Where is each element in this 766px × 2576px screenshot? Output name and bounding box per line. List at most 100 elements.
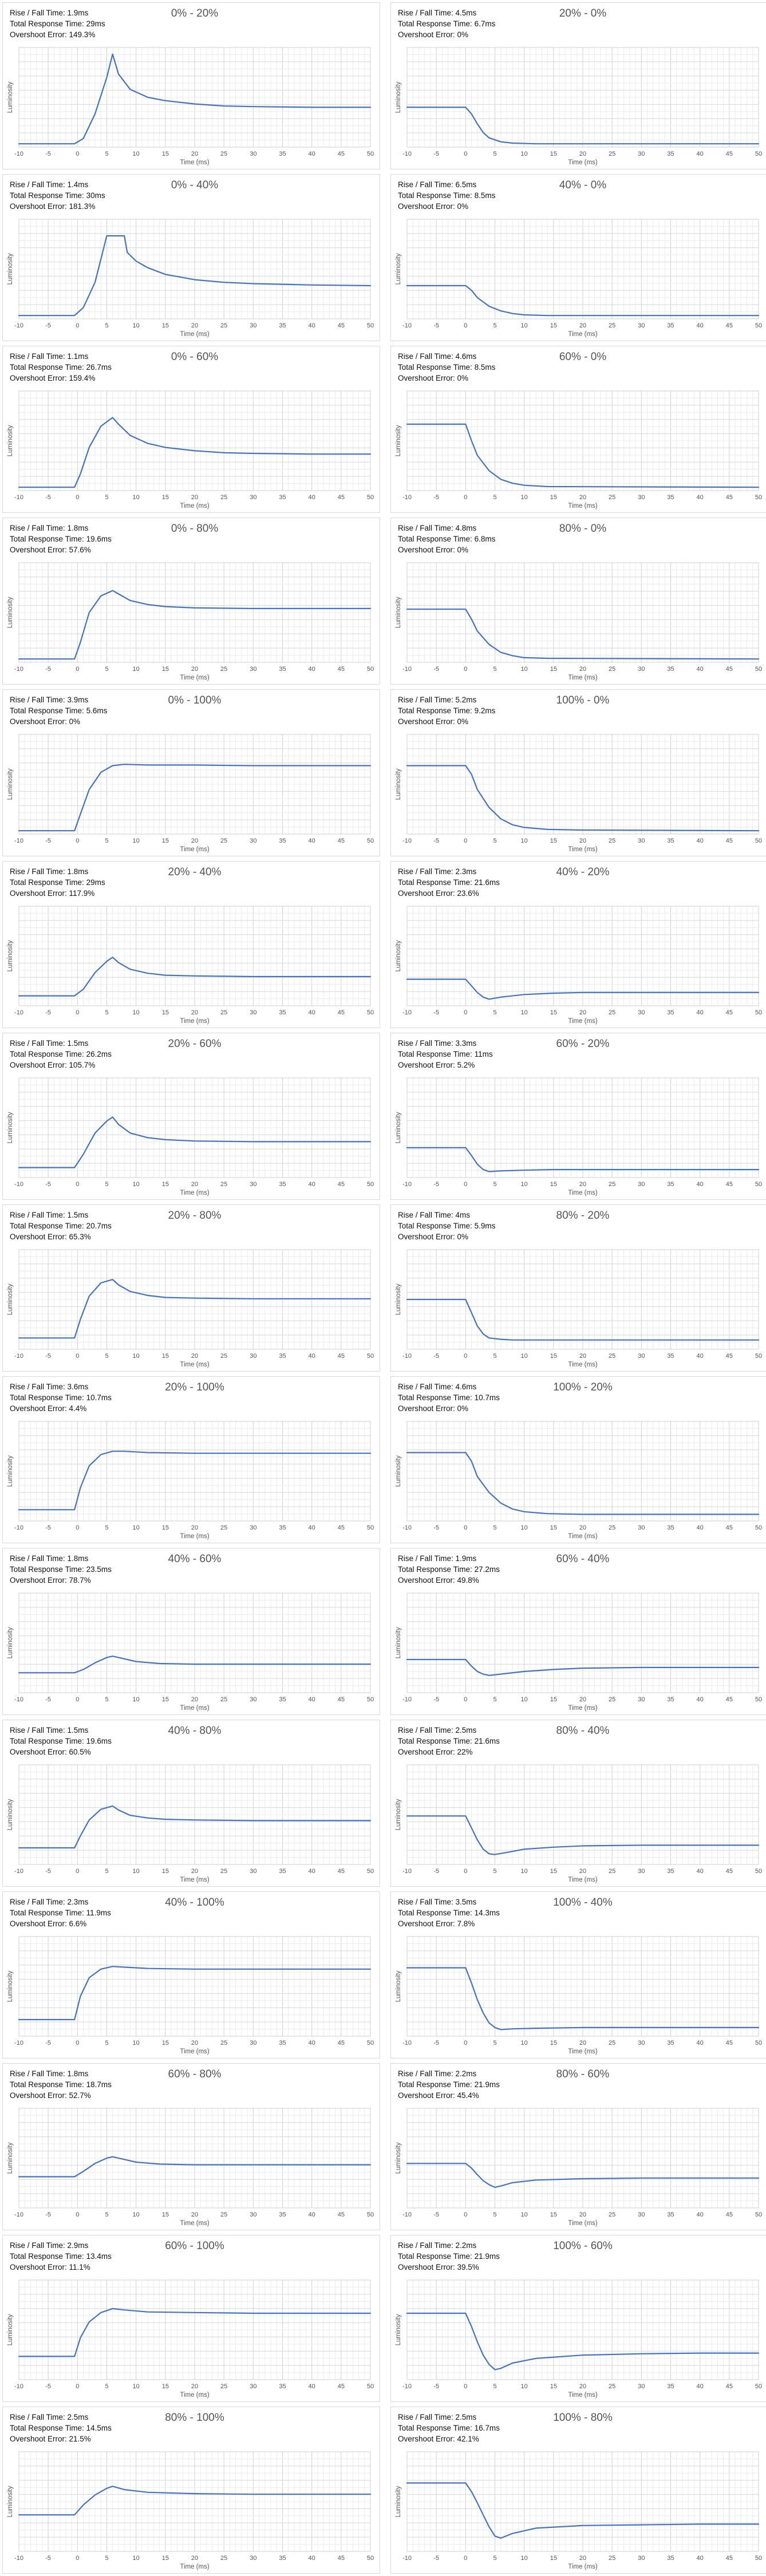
x-tick-label: 5 — [105, 1868, 108, 1875]
chart-title: 40% - 80% — [168, 1725, 222, 1737]
x-tick-label: 40 — [697, 1868, 704, 1875]
total-response-time: Total Response Time: 18.7ms — [10, 2080, 112, 2089]
x-tick-label: 5 — [105, 322, 108, 329]
x-tick-label: 40 — [697, 2383, 704, 2390]
x-tick-label: 45 — [338, 1868, 345, 1875]
line-plot: -10 -5 0 5 10 15 20 25 30 35 40 45 50 Time (ms) Lumino… — [395, 906, 762, 1025]
x-tick-label: 45 — [338, 1181, 345, 1188]
plot-area — [406, 1593, 759, 1693]
x-tick-label: 35 — [667, 1696, 674, 1703]
x-tick-label: 20 — [191, 151, 198, 157]
x-tick-label: 50 — [755, 1524, 762, 1531]
chart-title: 20% - 100% — [165, 1381, 224, 1393]
rise-fall-time: Rise / Fall Time: 4.6ms — [398, 352, 477, 361]
x-tick-label: 20 — [579, 151, 586, 157]
x-tick-label: -5 — [45, 1696, 51, 1703]
chart-panel: Rise / Fall Time: 3.5ms Total Response Ti… — [390, 1891, 766, 2059]
line-plot: -10 -5 0 5 10 15 20 25 30 35 40 45 50 Time (ms) Lumino… — [395, 1764, 762, 1883]
line-plot: -10 -5 0 5 10 15 20 25 30 35 40 45 50 Time (ms) Lumino… — [395, 390, 762, 509]
x-tick-label: -5 — [45, 1353, 51, 1360]
x-tick-label: 15 — [162, 1009, 169, 1016]
line-plot: -10 -5 0 5 10 15 20 25 30 35 40 45 50 Time (ms) Lumino… — [395, 1077, 762, 1196]
line-plot: -10 -5 0 5 10 15 20 25 30 35 40 45 50 Time (ms) Lumino… — [7, 1077, 374, 1196]
x-tick-label: -10 — [14, 2040, 23, 2046]
x-tick-label: 40 — [309, 2040, 315, 2046]
chart-title: 80% - 100% — [165, 2412, 224, 2424]
x-axis-label: Time (ms) — [568, 846, 597, 853]
luminosity-series-line — [406, 2163, 760, 2188]
x-tick-label: 15 — [550, 2211, 557, 2218]
x-tick-label: 25 — [220, 666, 227, 673]
chart-panel: Rise / Fall Time: 1.9ms Total Response Ti… — [2, 2, 380, 169]
total-response-time: Total Response Time: 26.2ms — [10, 1050, 112, 1058]
x-tick-label: 30 — [638, 1353, 645, 1360]
x-tick-label: -5 — [433, 1524, 439, 1531]
x-tick-label: 50 — [755, 837, 762, 844]
x-tick-label: 50 — [367, 494, 374, 501]
x-tick-label: 15 — [162, 2383, 169, 2390]
line-plot: -10 -5 0 5 10 15 20 25 30 35 40 45 50 Time (ms) Lumino… — [7, 906, 374, 1025]
x-tick-label: -5 — [433, 1696, 439, 1703]
x-tick-label: 5 — [105, 1009, 108, 1016]
chart-panel: Rise / Fall Time: 1.9ms Total Response Ti… — [390, 1548, 766, 1715]
x-tick-label: 25 — [220, 1181, 227, 1188]
chart-title: 80% - 0% — [559, 523, 607, 535]
rise-fall-time: Rise / Fall Time: 4.6ms — [398, 1382, 477, 1391]
x-tick-label: 40 — [697, 494, 704, 501]
line-plot: -10 -5 0 5 10 15 20 25 30 35 40 45 50 Time (ms) Lumino… — [7, 2451, 374, 2570]
chart-title: 80% - 40% — [556, 1725, 610, 1737]
rise-fall-time: Rise / Fall Time: 1.5ms — [10, 1211, 89, 1219]
x-tick-label: 45 — [726, 1524, 733, 1531]
x-axis-label: Time (ms) — [180, 2048, 209, 2055]
x-tick-label: 40 — [697, 2040, 704, 2046]
luminosity-series-line — [406, 1658, 760, 1676]
x-tick-label: 45 — [726, 1181, 733, 1188]
rise-fall-time: Rise / Fall Time: 2.5ms — [398, 1726, 477, 1735]
x-tick-label: 45 — [726, 2040, 733, 2046]
plot-area — [406, 1936, 759, 2037]
x-tick-label: -5 — [433, 322, 439, 329]
x-tick-label: 40 — [697, 2555, 704, 2562]
x-tick-label: 10 — [521, 494, 528, 501]
line-plot: -10 -5 0 5 10 15 20 25 30 35 40 45 50 Time (ms) Lumino… — [7, 734, 374, 853]
x-tick-label: -5 — [45, 666, 51, 673]
x-axis-label: Time (ms) — [568, 331, 597, 338]
x-tick-label: 15 — [162, 1353, 169, 1360]
y-axis-label: Luminosity — [7, 2486, 14, 2517]
x-tick-label: -5 — [433, 666, 439, 673]
x-tick-label: 5 — [493, 666, 496, 673]
total-response-time: Total Response Time: 19.6ms — [10, 1737, 112, 1745]
chart-title: 20% - 60% — [168, 1038, 222, 1050]
x-tick-label: 15 — [550, 837, 557, 844]
x-tick-label: 45 — [338, 2211, 345, 2218]
x-tick-label: 15 — [162, 151, 169, 157]
chart-title: 20% - 40% — [168, 866, 222, 878]
overshoot-error: Overshoot Error: 0% — [10, 717, 81, 726]
x-tick-label: 35 — [279, 1868, 286, 1875]
x-tick-label: 5 — [105, 1524, 108, 1531]
x-tick-label: 20 — [191, 494, 198, 501]
x-tick-label: 50 — [755, 494, 762, 501]
x-axis-label: Time (ms) — [568, 1876, 597, 1883]
overshoot-error: Overshoot Error: 42.1% — [398, 2435, 479, 2443]
x-tick-label: 45 — [338, 151, 345, 157]
overshoot-error: Overshoot Error: 21.5% — [10, 2435, 91, 2443]
x-tick-label: 15 — [550, 322, 557, 329]
x-tick-label: -10 — [14, 1353, 23, 1360]
response-stats: Rise / Fall Time: 2.3ms Total Response Ti… — [398, 866, 500, 899]
x-tick-label: -10 — [402, 151, 412, 157]
x-axis-label: Time (ms) — [180, 1876, 209, 1883]
x-tick-label: 0 — [76, 1524, 79, 1531]
x-axis-label: Time (ms) — [568, 1361, 597, 1368]
response-stats: Rise / Fall Time: 3.3ms Total Response Ti… — [398, 1038, 493, 1070]
plot-area — [406, 2451, 759, 2552]
x-tick-label: 35 — [667, 1868, 674, 1875]
x-tick-label: 50 — [755, 1696, 762, 1703]
x-tick-label: 25 — [220, 1696, 227, 1703]
x-tick-label: -5 — [433, 1009, 439, 1016]
x-tick-label: 25 — [609, 1181, 615, 1188]
x-tick-label: 20 — [579, 322, 586, 329]
x-tick-label: 50 — [367, 322, 374, 329]
x-tick-label: 15 — [162, 494, 169, 501]
rise-fall-time: Rise / Fall Time: 1.1ms — [10, 352, 89, 361]
